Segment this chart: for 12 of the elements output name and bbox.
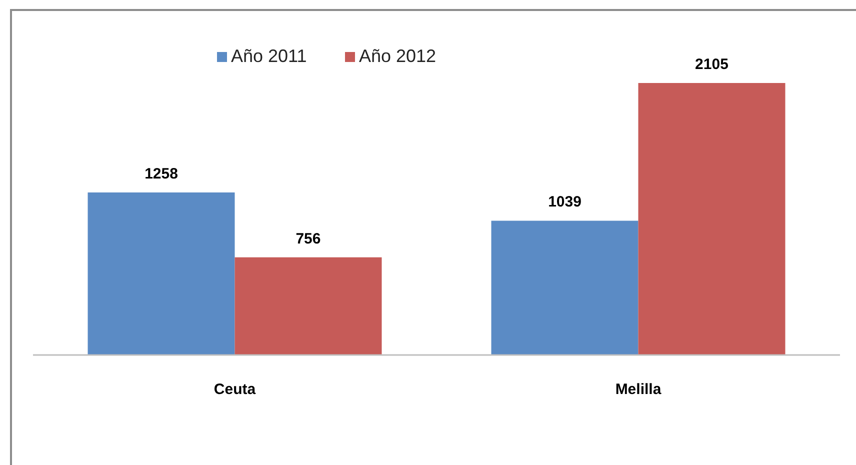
legend-label: Año 2012 bbox=[359, 46, 436, 66]
data-label: 2105 bbox=[695, 56, 728, 73]
x-tick-label: Melilla bbox=[615, 381, 662, 398]
bar bbox=[638, 83, 786, 355]
data-label: 1039 bbox=[548, 194, 582, 211]
data-label: 756 bbox=[296, 230, 321, 248]
legend-label: Año 2011 bbox=[231, 46, 307, 66]
data-label: 1258 bbox=[144, 165, 178, 182]
bar bbox=[234, 257, 382, 355]
bar bbox=[88, 192, 235, 355]
x-tick-label: Ceuta bbox=[214, 381, 256, 398]
bar bbox=[491, 220, 638, 355]
